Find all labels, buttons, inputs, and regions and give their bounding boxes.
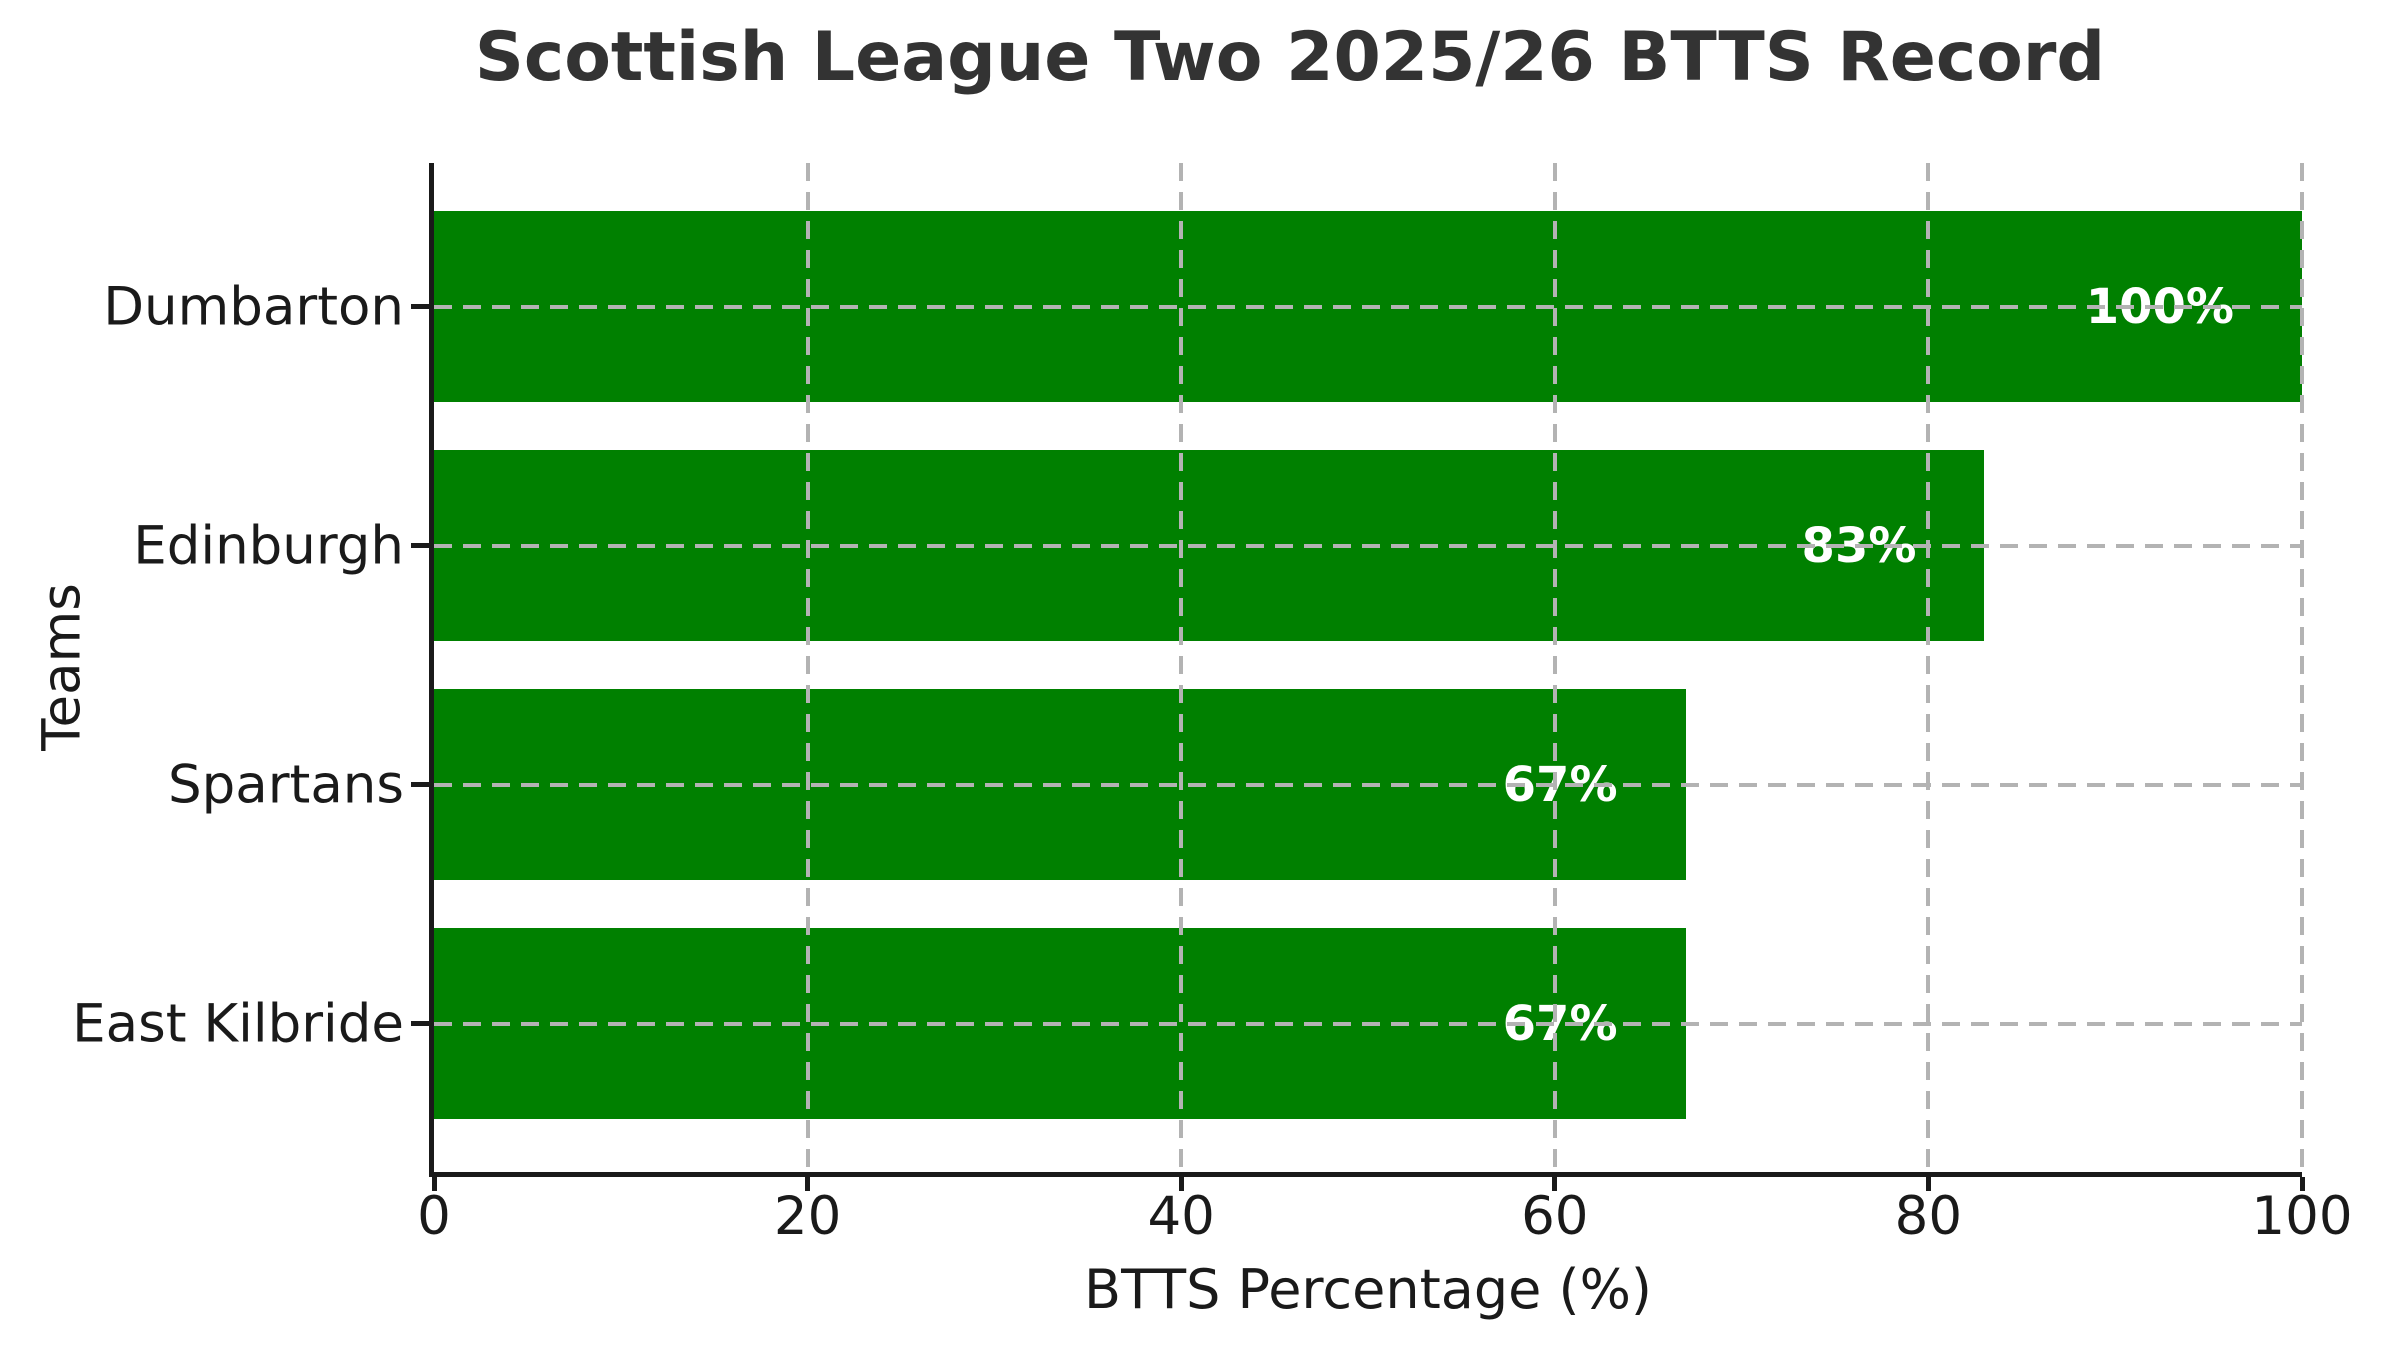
chart-title: Scottish League Two 2025/26 BTTS Record	[474, 18, 2106, 97]
ytick-label-edinburgh: Edinburgh	[133, 515, 404, 576]
horizontal-gridline	[434, 543, 2302, 548]
x-tick-label: 80	[1894, 1186, 1963, 1247]
x-tick-label: 0	[417, 1186, 451, 1247]
horizontal-gridline	[434, 304, 2302, 309]
x-tick-label: 40	[1147, 1186, 1215, 1247]
y-tick-mark	[411, 1021, 429, 1026]
x-tick-mark	[2299, 1177, 2305, 1191]
x-axis-label: BTTS Percentage (%)	[1084, 1258, 1652, 1321]
vertical-gridline	[1926, 163, 1931, 1172]
y-tick-mark	[411, 543, 429, 548]
horizontal-gridline	[434, 1021, 2302, 1026]
x-tick-label: 60	[1521, 1186, 1589, 1247]
x-tick-mark	[431, 1177, 437, 1191]
plot-area: 100% 83% 67% 67%	[429, 163, 2304, 1177]
ytick-label-east-kilbride: East Kilbride	[72, 993, 404, 1054]
x-tick-label: 20	[773, 1186, 842, 1247]
vertical-gridline	[1179, 163, 1184, 1172]
y-tick-mark	[411, 304, 429, 309]
vertical-gridline	[2300, 163, 2304, 1172]
x-tick-mark	[1552, 1177, 1558, 1191]
ytick-label-spartans: Spartans	[167, 754, 404, 815]
x-tick-mark	[1925, 1177, 1931, 1191]
x-tick-mark	[1178, 1177, 1184, 1191]
ytick-label-dumbarton: Dumbarton	[103, 276, 404, 337]
y-tick-mark	[411, 782, 429, 787]
horizontal-gridline	[434, 782, 2302, 787]
x-tick-label: 100	[2251, 1186, 2353, 1247]
y-axis-label: Teams	[31, 583, 93, 751]
x-tick-mark	[805, 1177, 811, 1191]
vertical-gridline	[805, 163, 810, 1172]
vertical-gridline	[1552, 163, 1557, 1172]
